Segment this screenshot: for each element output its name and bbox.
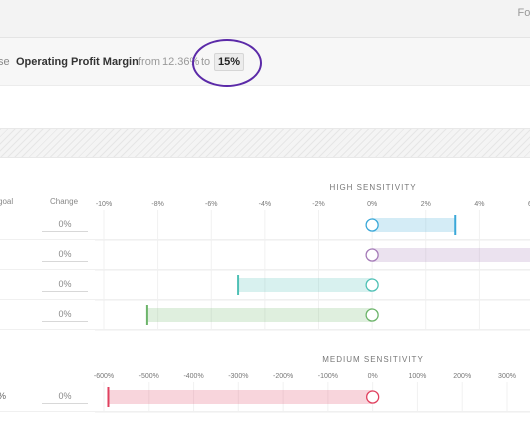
- medium-tick-label: -600%: [94, 373, 114, 380]
- change-input[interactable]: [42, 388, 88, 404]
- high-tick-label: 2%: [421, 201, 431, 208]
- high-zero-marker: [365, 248, 379, 262]
- high-tick-label: -8%: [151, 201, 163, 208]
- medium-bar: [108, 390, 373, 404]
- high-tick-label: -4%: [259, 201, 271, 208]
- medium-tick-label: -500%: [139, 373, 159, 380]
- change-input[interactable]: [42, 276, 88, 292]
- high-bar: [146, 308, 373, 322]
- medium-sensitivity-svg: -600% -500% -400% -300% -200% -100% 0% 100% 200%…: [94, 373, 530, 413]
- goal-column-header: goal: [0, 197, 14, 206]
- annotation-circle: [192, 39, 262, 87]
- row-label: %: [0, 391, 6, 401]
- hatched-divider: [0, 128, 530, 158]
- high-sensitivity-svg: -10% -8% -6% -4% -2% 0% 2% 4% 6%: [95, 201, 530, 331]
- top-bar: For: [0, 0, 530, 38]
- medium-tick-label: -400%: [183, 373, 203, 380]
- medium-sensitivity-chart: -600% -500% -400% -300% -200% -100% 0% 100% 200%…: [0, 368, 530, 418]
- high-zero-marker: [365, 308, 379, 322]
- high-tick-label: -6%: [205, 201, 217, 208]
- high-sensitivity-row: [0, 300, 530, 330]
- change-input[interactable]: [42, 246, 88, 262]
- medium-sensitivity-title: MEDIUM SENSITIVITY: [322, 355, 424, 364]
- medium-sensitivity-row: %: [0, 382, 530, 412]
- goal-prefix: se: [0, 56, 10, 68]
- high-bar: [238, 278, 373, 292]
- high-sensitivity-row: [0, 270, 530, 300]
- high-tick-label: 4%: [474, 201, 484, 208]
- medium-tick-label: -200%: [273, 373, 293, 380]
- high-tick-label: 0%: [367, 201, 377, 208]
- high-tick-label: -10%: [96, 201, 112, 208]
- goal-from-value: 12.36%: [162, 56, 200, 68]
- change-column-header: Change: [50, 197, 79, 206]
- high-sensitivity-chart: -10% -8% -6% -4% -2% 0% 2% 4% 6%: [0, 196, 530, 336]
- goal-from-label: from: [138, 56, 160, 68]
- goal-summary: se Operating Profit Margin from 12.36% t…: [0, 38, 530, 86]
- high-zero-marker: [365, 218, 379, 232]
- high-bar: [372, 248, 530, 262]
- goal-metric[interactable]: Operating Profit Margin: [16, 56, 139, 68]
- medium-tick-label: 300%: [498, 373, 516, 380]
- high-sensitivity-title: HIGH SENSITIVITY: [329, 183, 417, 192]
- high-sensitivity-row: [0, 210, 530, 240]
- high-bar: [372, 218, 456, 232]
- high-sensitivity-row: [0, 240, 530, 270]
- medium-tick-label: 200%: [453, 373, 471, 380]
- medium-tick-label: 0%: [368, 373, 378, 380]
- high-tick-label: 6%: [528, 201, 530, 208]
- medium-tick-label: -300%: [228, 373, 248, 380]
- medium-tick-label: -100%: [318, 373, 338, 380]
- medium-zero-marker: [366, 390, 380, 404]
- change-input[interactable]: [42, 306, 88, 322]
- medium-tick-label: 100%: [408, 373, 426, 380]
- high-zero-marker: [365, 278, 379, 292]
- change-input[interactable]: [42, 216, 88, 232]
- high-tick-label: -2%: [312, 201, 324, 208]
- top-bar-link[interactable]: For: [517, 7, 530, 19]
